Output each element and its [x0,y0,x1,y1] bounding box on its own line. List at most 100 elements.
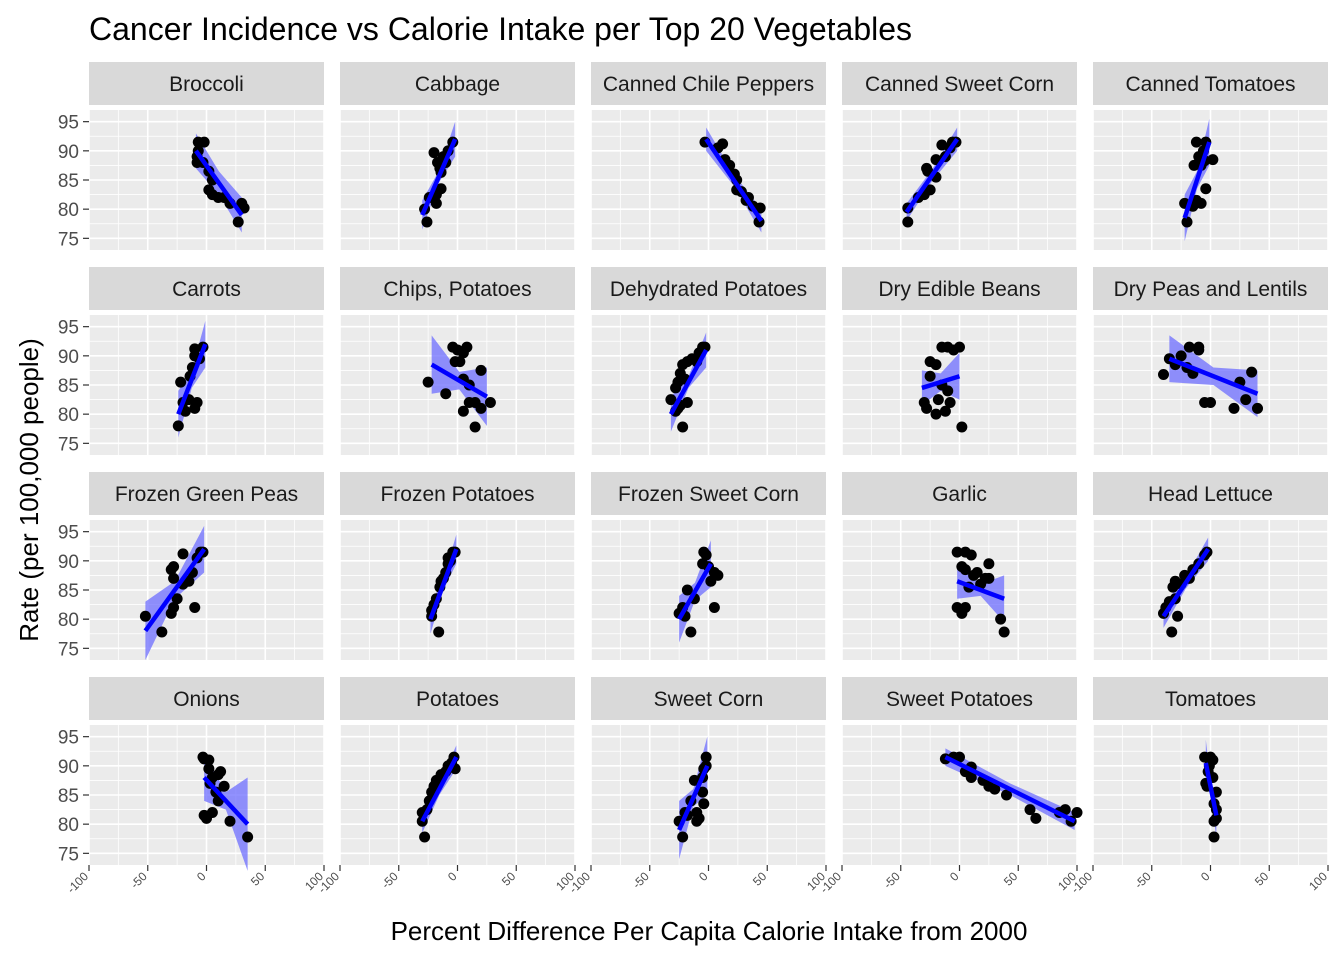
y-tick-label: 80 [58,610,79,631]
facet-strip [842,472,1077,515]
data-point [995,613,1007,625]
y-tick-label: 75 [58,844,79,865]
data-point [956,604,968,616]
facet-dehydrated-potatoes: Dehydrated Potatoes [590,267,827,455]
data-point [421,216,433,228]
facet-strip [1093,677,1328,720]
facet-strip-label: Frozen Green Peas [115,483,298,506]
x-tick-label: 50 [1001,869,1021,889]
facet-strip [340,267,575,310]
y-tick-label: 75 [58,229,79,250]
y-tick-label: 95 [58,728,79,749]
facet-strip [591,267,826,310]
facet-grid [590,315,827,455]
data-point [677,831,689,843]
data-point [203,763,215,775]
facet-potatoes: Potatoes-100 -50 0 50 100 [315,677,577,896]
data-point [1200,183,1212,195]
data-point [172,420,184,432]
regression-line [1182,141,1212,219]
y-tick-label: 85 [58,376,79,397]
facet-strip-label: Canned Tomatoes [1125,73,1295,96]
regression-line [677,764,710,831]
data-point [681,397,693,408]
x-tick-label: 50 [1252,869,1272,889]
facet-strip [89,677,324,720]
data-point [1183,341,1195,353]
data-point [902,216,914,228]
y-tick-label: 80 [58,815,79,836]
facet-grid [590,110,827,250]
data-point [1024,804,1036,816]
data-point [1228,402,1240,414]
facet-head-lettuce: Head Lettuce [1092,472,1329,660]
facet-grid [841,110,1078,250]
facet-strip-label: Onions [173,688,240,711]
facet-frozen-sweet-corn: Frozen Sweet Corn [590,472,827,660]
facet-strip [340,677,575,720]
data-point [224,815,236,827]
data-point [665,394,677,406]
x-tick-label: 50 [499,869,519,889]
data-point [1158,369,1169,380]
x-tick-label: -50 [630,869,652,891]
data-point [691,807,703,818]
confidence-band [957,563,1005,623]
facet-strip-label: Chips, Potatoes [383,278,531,301]
facet-strip-label: Dry Peas and Lentils [1114,278,1308,301]
data-point [475,402,487,414]
facet-grid [339,725,576,865]
data-point [677,421,689,433]
facet-strip-label: Frozen Potatoes [380,483,534,506]
facet-strip [89,62,324,105]
facet-strip-label: Sweet Corn [654,688,764,711]
x-tick-label: -50 [379,869,401,891]
data-points [191,136,250,228]
y-tick-label: 85 [58,786,79,807]
data-point [1059,804,1071,816]
facet-grid [590,725,827,865]
x-tick-label: 0 [445,869,460,884]
data-point [691,815,703,827]
facet-strip-label: Frozen Sweet Corn [618,483,799,506]
regression-line [1203,762,1219,816]
facet-strip [340,62,575,105]
regression-line [143,547,206,633]
facet-grid [841,725,1078,865]
data-point [983,572,995,584]
facet-grid [590,520,827,660]
facet-grid [339,315,576,455]
data-point [681,584,693,596]
data-point [1207,154,1219,166]
facet-strip-label: Tomatoes [1165,688,1256,711]
data-point [189,343,201,355]
regression-line [1168,356,1259,396]
data-point [449,356,461,368]
data-point [1240,394,1252,406]
data-point [428,147,440,159]
data-point [177,548,189,560]
data-point [422,376,434,388]
regression-line [944,755,1076,824]
data-point [983,558,995,570]
facet-canned-tomatoes: Canned Tomatoes [1092,62,1329,250]
data-point [440,388,452,400]
facet-canned-chile-peppers: Canned Chile Peppers [590,62,827,250]
data-point [183,575,195,587]
data-point [685,626,697,638]
data-point [971,567,983,578]
data-point [1190,136,1202,148]
regression-line [428,548,459,620]
data-point [198,136,210,148]
chart-title: Cancer Incidence vs Calorie Intake per T… [89,11,912,47]
data-point [168,602,180,613]
facet-chips-potatoes: Chips, Potatoes [339,267,576,455]
facet-tomatoes: Tomatoes-100 -50 0 50 100 [1068,677,1330,896]
data-point [168,561,180,573]
data-point [175,376,187,388]
x-tick-label: 100 [1306,869,1330,893]
x-tick-label: -50 [881,869,903,891]
facet-sweet-potatoes: Sweet Potatoes-100 -50 0 50 100 [817,677,1083,896]
x-tick-label: 50 [248,869,268,889]
